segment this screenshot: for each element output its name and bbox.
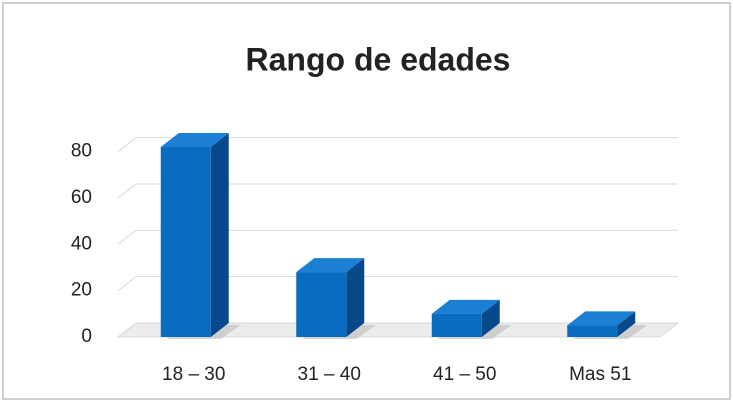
x-tick-label: 18 – 30 bbox=[162, 364, 225, 385]
bar-side bbox=[210, 132, 229, 337]
y-tick-label: 0 bbox=[81, 326, 92, 347]
bar-top bbox=[567, 311, 636, 326]
y-tick-label: 40 bbox=[71, 233, 92, 254]
grid-line-side bbox=[117, 229, 137, 245]
bar bbox=[567, 325, 618, 337]
bar-side bbox=[481, 299, 500, 337]
x-tick-label: 41 – 50 bbox=[433, 364, 496, 385]
x-tick-label: Mas 51 bbox=[569, 364, 631, 385]
bar-side bbox=[617, 311, 636, 337]
y-tick-label: 20 bbox=[71, 280, 92, 301]
y-tick-label: 60 bbox=[71, 187, 92, 208]
bar-side bbox=[346, 258, 365, 337]
grid-line-side bbox=[117, 322, 137, 338]
bar-top bbox=[431, 299, 500, 314]
y-tick-label: 80 bbox=[71, 141, 92, 162]
chart-title: Rango de edades bbox=[246, 41, 511, 77]
grid-line-side bbox=[117, 183, 137, 199]
grid-line-side bbox=[117, 137, 137, 152]
bar-top bbox=[296, 258, 365, 273]
bar bbox=[296, 272, 347, 337]
x-tick-label: 31 – 40 bbox=[298, 364, 361, 385]
grid-line-side bbox=[117, 276, 137, 292]
bar-top bbox=[160, 132, 229, 147]
bar bbox=[160, 146, 211, 337]
bar bbox=[431, 313, 482, 337]
